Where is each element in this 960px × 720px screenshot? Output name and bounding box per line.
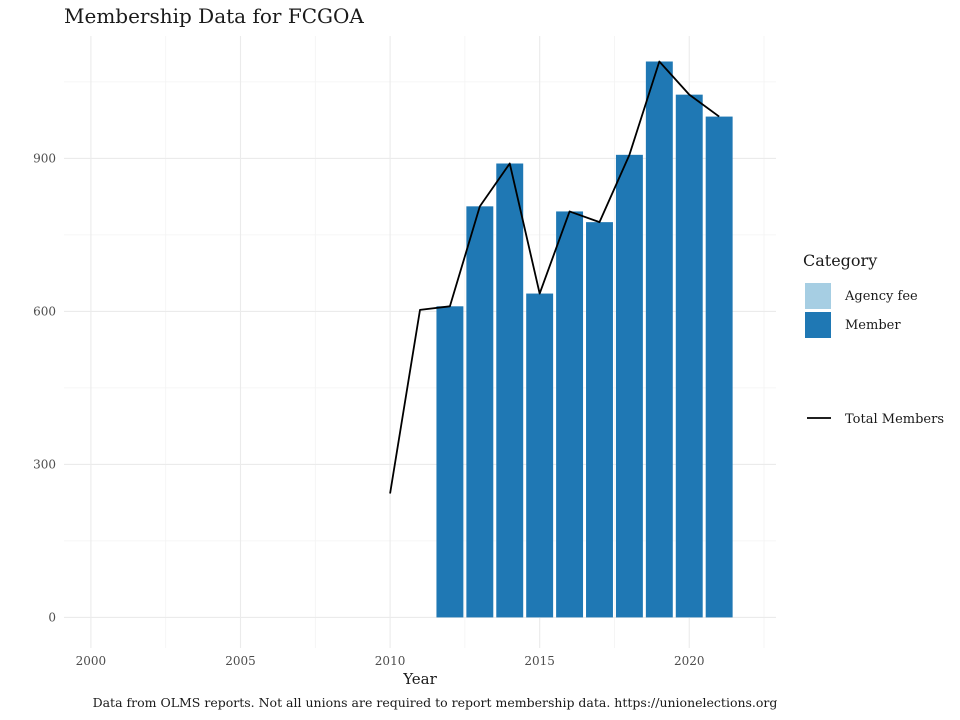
legend-label-member: Member bbox=[845, 318, 901, 333]
chart-caption: Data from OLMS reports. Not all unions a… bbox=[93, 695, 778, 710]
x-axis-ticks: 2000 2005 2010 2015 2020 bbox=[76, 654, 705, 668]
bars bbox=[436, 61, 733, 618]
legend-swatch-agency-fee bbox=[805, 283, 831, 309]
bar-member-2013 bbox=[466, 206, 494, 618]
y-tick-label: 600 bbox=[33, 304, 56, 318]
legend: Category Agency fee Member Total Members bbox=[803, 251, 944, 427]
bar-member-2012 bbox=[436, 306, 464, 618]
chart-title: Membership Data for FCGOA bbox=[64, 4, 364, 28]
bar-member-2014 bbox=[496, 163, 524, 618]
legend-swatch-member bbox=[805, 312, 831, 338]
x-axis-title: Year bbox=[402, 670, 437, 688]
bar-member-2015 bbox=[526, 293, 554, 618]
bar-member-2021 bbox=[705, 116, 733, 618]
legend-title: Category bbox=[803, 251, 877, 270]
bar-member-2020 bbox=[675, 94, 703, 618]
legend-label-total-members: Total Members bbox=[845, 412, 944, 427]
x-tick-label: 2010 bbox=[375, 654, 406, 668]
total-members-line-layer bbox=[389, 60, 720, 494]
bar-member-2018 bbox=[615, 154, 643, 618]
y-tick-label: 300 bbox=[33, 457, 56, 471]
total-members-line bbox=[389, 60, 720, 494]
bar-member-2019 bbox=[645, 61, 673, 618]
x-tick-label: 2000 bbox=[76, 654, 107, 668]
x-tick-label: 2005 bbox=[225, 654, 256, 668]
legend-label-agency-fee: Agency fee bbox=[844, 289, 918, 304]
y-tick-label: 900 bbox=[33, 151, 56, 165]
bar-member-2016 bbox=[556, 211, 584, 618]
bar-member-2017 bbox=[586, 222, 613, 618]
x-tick-label: 2020 bbox=[674, 654, 705, 668]
y-axis-ticks: 0 300 600 900 bbox=[33, 151, 56, 624]
y-tick-label: 0 bbox=[48, 610, 56, 624]
x-tick-label: 2015 bbox=[524, 654, 555, 668]
